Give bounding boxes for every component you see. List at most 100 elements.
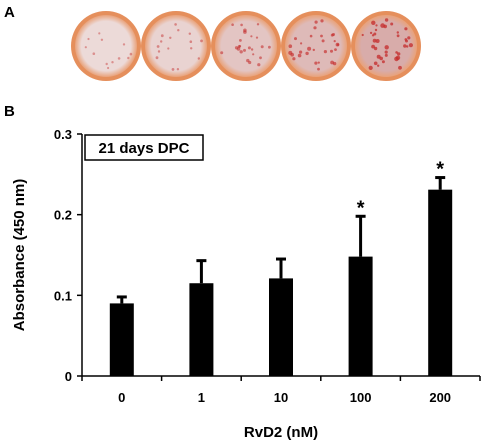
- stain-spot: [320, 34, 323, 38]
- bar: [428, 189, 453, 376]
- stain-spot: [384, 18, 389, 22]
- stain-spot: [408, 43, 413, 48]
- stain-spot: [330, 49, 333, 53]
- y-axis-title: Absorbance (450 nm): [11, 179, 28, 332]
- stain-spot: [255, 36, 259, 39]
- stain-spot: [98, 32, 101, 35]
- stain-spot: [371, 20, 376, 25]
- stain-spot: [396, 34, 400, 38]
- culture-dish-row: [71, 11, 421, 81]
- x-tick-label: 1: [198, 390, 205, 405]
- stain-spot: [257, 63, 261, 67]
- stain-spot: [403, 44, 407, 48]
- stain-spot: [297, 53, 302, 58]
- bar: [269, 278, 293, 376]
- stain-spot: [243, 28, 247, 33]
- stain-spot: [317, 67, 320, 71]
- stain-spot: [190, 47, 193, 50]
- stain-spot: [299, 50, 303, 54]
- x-tick-label: 100: [350, 390, 372, 405]
- stain-spot: [92, 52, 96, 55]
- stain-spot: [157, 50, 161, 53]
- stain-spot: [305, 51, 309, 56]
- dish-0: [71, 11, 141, 81]
- stain-spot: [87, 37, 90, 41]
- stain-spot: [156, 45, 160, 48]
- stain-spot: [160, 34, 164, 38]
- stain-spot: [243, 48, 246, 52]
- y-tick-label: 0.3: [54, 127, 72, 142]
- stain-spot: [374, 28, 378, 32]
- bar: [348, 256, 373, 376]
- stain-spot: [259, 56, 262, 60]
- stain-spot: [369, 31, 373, 35]
- stain-spot: [312, 48, 315, 52]
- x-tick-label: 0: [118, 390, 125, 405]
- stain-spot: [407, 36, 411, 40]
- stain-spot: [377, 64, 380, 67]
- stain-spot: [323, 50, 327, 54]
- stain-spot: [372, 38, 377, 43]
- y-tick-label: 0: [65, 369, 72, 384]
- stain-spot: [361, 33, 364, 37]
- stain-spot: [234, 46, 239, 50]
- stain-spot: [239, 39, 242, 42]
- stain-spot: [373, 32, 377, 36]
- stain-spot: [317, 61, 320, 64]
- stain-spot: [379, 56, 384, 61]
- annotation-text: 21 days DPC: [99, 140, 190, 157]
- stain-spot: [252, 53, 255, 56]
- stain-spot: [111, 61, 114, 64]
- significance-marker: *: [357, 197, 365, 219]
- stain-spot: [384, 50, 388, 54]
- stain-spot: [260, 45, 264, 49]
- stain-spot: [237, 45, 241, 48]
- stain-spot: [292, 57, 296, 61]
- stain-spot: [314, 20, 318, 24]
- stain-spot: [373, 61, 378, 66]
- stain-spot: [220, 51, 224, 55]
- stain-spot: [313, 26, 317, 30]
- stain-spot: [247, 46, 251, 50]
- y-tick-label: 0.1: [54, 288, 72, 303]
- stain-spot: [100, 38, 104, 41]
- stain-spot: [368, 65, 373, 70]
- x-axis-title: RvD2 (nM): [244, 424, 318, 441]
- stain-spot: [129, 52, 133, 56]
- x-tick-label: 200: [429, 390, 451, 405]
- stain-spot: [246, 58, 250, 63]
- stain-spot: [397, 52, 401, 56]
- dish-well: [215, 15, 277, 77]
- panel-a-label: A: [4, 4, 15, 21]
- stain-spot: [177, 29, 180, 32]
- stain-spot: [105, 62, 108, 66]
- panel-b-label: B: [4, 103, 15, 120]
- stain-spot: [167, 47, 170, 50]
- annotation-frame: [84, 134, 204, 161]
- dish-10: [211, 11, 281, 81]
- dish-1: [141, 11, 211, 81]
- stain-spot: [189, 40, 193, 43]
- stain-spot: [383, 24, 388, 29]
- stain-spot: [384, 53, 388, 57]
- stain-spot: [404, 27, 408, 31]
- stain-spot: [176, 68, 180, 71]
- stain-spot: [174, 23, 177, 26]
- stain-spot: [122, 43, 126, 46]
- stain-spot: [332, 33, 335, 36]
- significance-marker: *: [436, 159, 444, 181]
- stain-spot: [250, 35, 253, 38]
- stain-spot: [171, 68, 175, 71]
- stain-spot: [188, 32, 191, 35]
- stain-spot: [404, 38, 408, 41]
- stain-spot: [321, 39, 325, 43]
- stain-spot: [390, 22, 394, 26]
- stain-spot: [371, 44, 375, 49]
- stain-spot: [160, 40, 163, 43]
- stain-spot: [373, 46, 378, 51]
- stain-spot: [375, 39, 380, 43]
- stain-spot: [309, 34, 313, 38]
- stain-spot: [375, 24, 378, 27]
- stain-spot: [250, 48, 254, 51]
